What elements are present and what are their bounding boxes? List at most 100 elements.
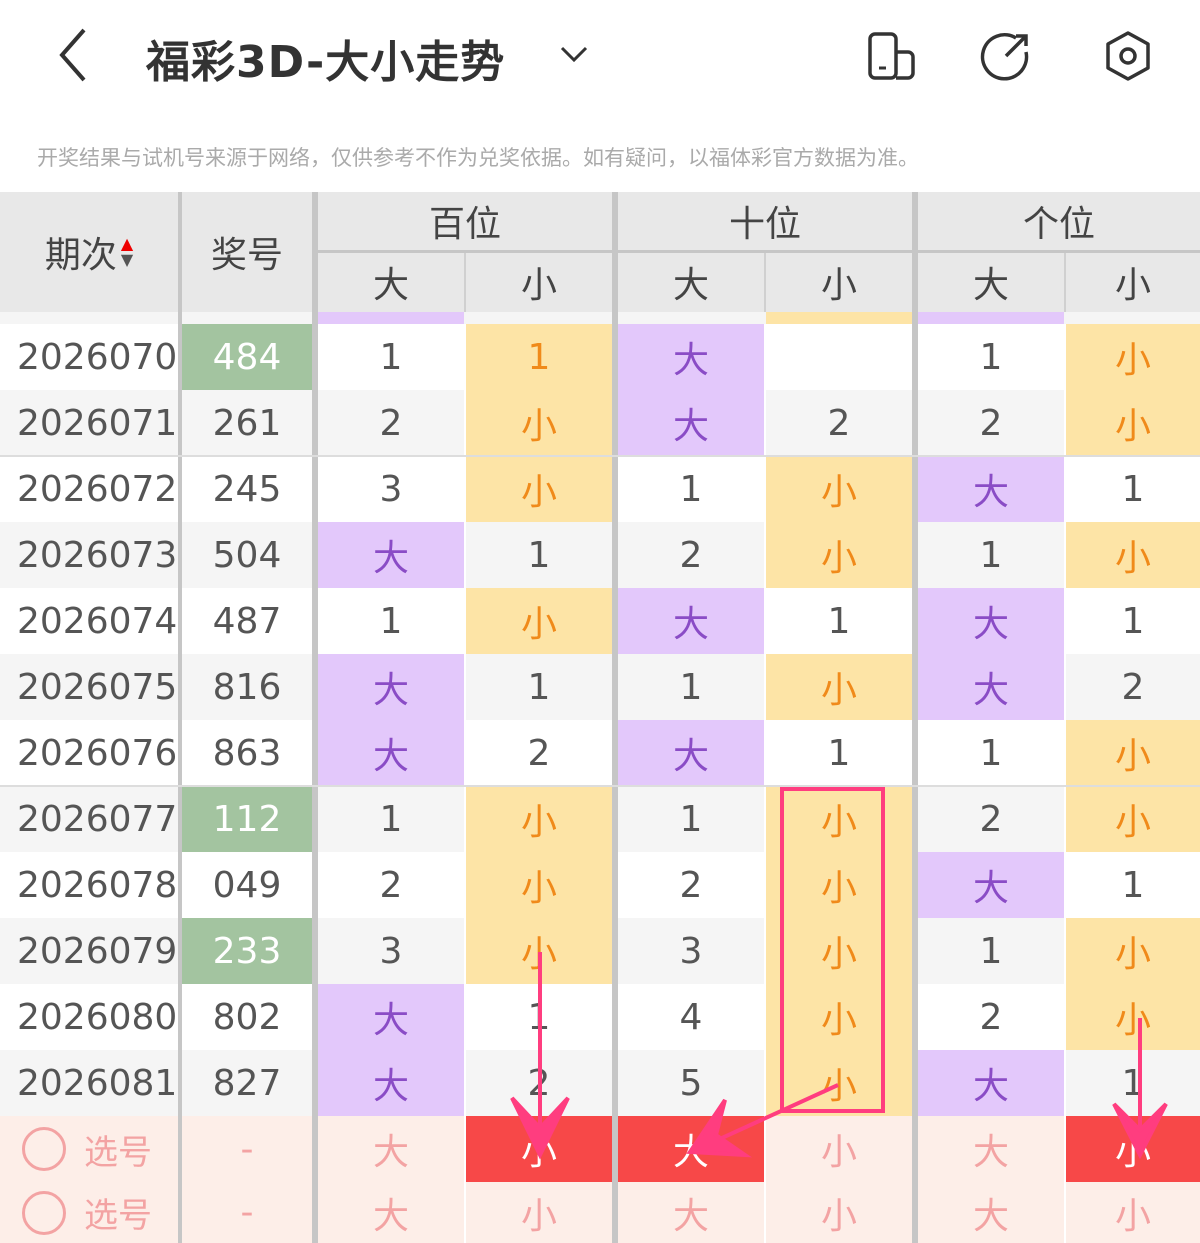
small-cell: 小: [766, 786, 912, 852]
column-divider: [464, 252, 466, 312]
device-icon[interactable]: [866, 30, 918, 82]
select-toggle-big[interactable]: 大: [318, 1182, 464, 1243]
period-cell: 2026071: [0, 390, 178, 456]
column-divider: [178, 192, 182, 1243]
miss-count-cell: 2: [618, 522, 764, 588]
select-toggle-small[interactable]: 小: [766, 1116, 912, 1182]
settings-icon[interactable]: [1102, 30, 1154, 82]
disclaimer-notice: 开奖结果与试机号来源于网络，仅供参考不作为兑奖依据。如有疑问，以福体彩官方数据为…: [37, 146, 919, 170]
select-toggle-small[interactable]: 小: [1066, 1116, 1200, 1182]
number-cell: 233: [182, 918, 312, 984]
miss-count-cell: [766, 324, 912, 390]
miss-count-cell: 2: [318, 390, 464, 456]
strip-cell: [318, 312, 464, 324]
miss-count-cell: 2: [466, 1050, 612, 1116]
miss-count-cell: 1: [618, 456, 764, 522]
big-cell: 大: [918, 852, 1064, 918]
miss-count-cell: 2: [918, 390, 1064, 456]
number-cell: 112: [182, 786, 312, 852]
miss-count-cell: 4: [618, 984, 764, 1050]
column-divider: [764, 252, 766, 312]
header-big: 大: [618, 252, 764, 312]
header-divider: [918, 250, 1200, 253]
chevron-down-icon[interactable]: [556, 36, 592, 72]
miss-count-cell: 1: [1066, 852, 1200, 918]
period-cell: 2026074: [0, 588, 178, 654]
small-cell: 小: [1066, 786, 1200, 852]
header-small: 小: [466, 252, 612, 312]
period-cell: 2026079: [0, 918, 178, 984]
number-cell: 802: [182, 984, 312, 1050]
miss-count-cell: 2: [618, 852, 764, 918]
header-period[interactable]: 期次 ▲ ▼: [0, 192, 178, 312]
big-cell: 大: [618, 588, 764, 654]
period-cell: 2026077: [0, 786, 178, 852]
big-cell: 大: [918, 456, 1064, 522]
header-divider: [318, 250, 612, 253]
select-toggle-big[interactable]: 大: [618, 1116, 764, 1182]
select-toggle-big[interactable]: 大: [618, 1182, 764, 1243]
strip-cell: [918, 312, 1064, 324]
select-toggle-big[interactable]: 大: [918, 1182, 1064, 1243]
select-toggle-big[interactable]: 大: [918, 1116, 1064, 1182]
miss-count-cell: 2: [1066, 654, 1200, 720]
select-label: 选号: [84, 1196, 152, 1236]
back-arrow-icon[interactable]: [52, 22, 102, 88]
big-cell: 大: [618, 720, 764, 786]
page-title[interactable]: 福彩3D-大小走势: [146, 37, 506, 88]
miss-count-cell: 1: [918, 324, 1064, 390]
number-cell: 261: [182, 390, 312, 456]
select-toggle-small[interactable]: 小: [1066, 1182, 1200, 1243]
small-cell: 小: [1066, 984, 1200, 1050]
number-cell: 827: [182, 1050, 312, 1116]
miss-count-cell: 1: [1066, 588, 1200, 654]
big-cell: 大: [918, 654, 1064, 720]
share-icon[interactable]: [980, 30, 1032, 82]
period-cell: 2026080: [0, 984, 178, 1050]
number-cell: 245: [182, 456, 312, 522]
select-toggle-small[interactable]: 小: [766, 1182, 912, 1243]
miss-count-cell: 2: [466, 720, 612, 786]
header-divider: [618, 250, 912, 253]
select-toggle-big[interactable]: 大: [318, 1116, 464, 1182]
big-cell: 大: [318, 720, 464, 786]
column-divider: [912, 192, 918, 1243]
period-cell: 2026075: [0, 654, 178, 720]
big-cell: 大: [918, 1050, 1064, 1116]
select-toggle-small[interactable]: 小: [466, 1116, 612, 1182]
radio-circle-icon[interactable]: [22, 1190, 66, 1235]
small-cell: 小: [1066, 324, 1200, 390]
number-cell: 816: [182, 654, 312, 720]
column-divider: [612, 192, 618, 1243]
header-small: 小: [766, 252, 912, 312]
miss-count-cell: 1: [618, 786, 764, 852]
select-number-button[interactable]: 选号: [0, 1116, 178, 1182]
small-cell: 小: [1066, 390, 1200, 456]
header-number: 奖号: [182, 192, 312, 312]
sort-icon[interactable]: ▲ ▼: [120, 234, 134, 269]
small-cell: 小: [766, 984, 912, 1050]
period-label: 期次: [44, 235, 117, 276]
small-cell: 小: [766, 456, 912, 522]
select-toggle-small[interactable]: 小: [466, 1182, 612, 1243]
small-cell: 小: [1066, 522, 1200, 588]
group-divider: [0, 455, 1200, 457]
miss-count-cell: 1: [918, 918, 1064, 984]
group-divider: [0, 785, 1200, 787]
miss-count-cell: 1: [466, 522, 612, 588]
select-number-value: -: [182, 1182, 312, 1243]
number-cell: 049: [182, 852, 312, 918]
small-cell: 小: [466, 918, 612, 984]
column-divider: [1064, 252, 1066, 312]
select-number-button[interactable]: 选号: [0, 1182, 178, 1243]
strip-cell: [766, 312, 912, 324]
miss-count-cell: 1: [1066, 456, 1200, 522]
miss-count-cell: 2: [918, 984, 1064, 1050]
number-cell: 484: [182, 324, 312, 390]
miss-count-cell: 1: [618, 654, 764, 720]
small-cell: 小: [466, 588, 612, 654]
radio-circle-icon[interactable]: [22, 1127, 66, 1171]
miss-count-cell: 1: [766, 588, 912, 654]
miss-count-cell: 3: [318, 456, 464, 522]
big-cell: 大: [318, 1050, 464, 1116]
